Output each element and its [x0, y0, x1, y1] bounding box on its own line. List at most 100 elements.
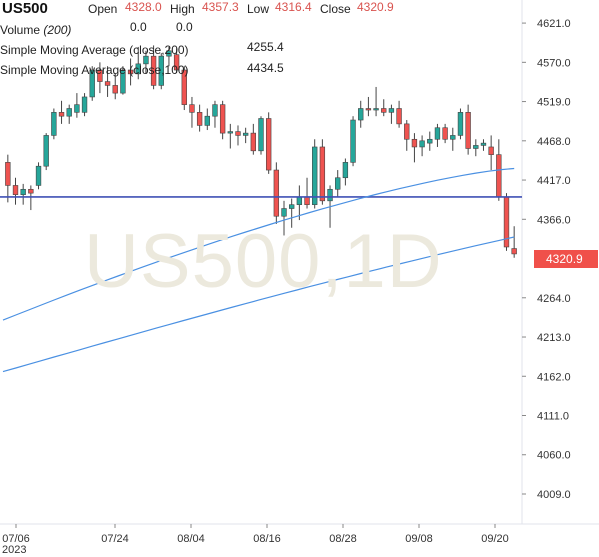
candle-body: [304, 196, 310, 205]
high-value: 4357.3: [202, 0, 239, 14]
x-tick-label: 09/08: [405, 533, 433, 545]
candle-body: [58, 112, 65, 117]
low-value: 4316.4: [275, 0, 312, 14]
volume-value-1: 0.0: [130, 20, 147, 34]
candle-body: [281, 208, 287, 217]
candle-body: [450, 135, 456, 140]
y-tick-label: 4519.0: [537, 97, 571, 109]
x-year-label: 2023: [2, 544, 26, 556]
candle-body: [342, 162, 349, 179]
candle-body: [335, 177, 341, 190]
candle-body: [235, 131, 241, 136]
candle-body: [327, 188, 333, 202]
candle-body: [488, 146, 494, 155]
x-tick-label: 08/04: [177, 533, 205, 545]
open-value: 4328.0: [125, 0, 162, 14]
candle-body: [104, 81, 111, 86]
close-value: 4320.9: [357, 0, 394, 14]
candle-body: [242, 132, 249, 136]
sma100-line: [2, 167, 515, 321]
candle-body: [43, 135, 49, 167]
symbol-title[interactable]: US500: [2, 0, 48, 17]
candle-body: [35, 165, 42, 186]
volume-period: (200): [43, 23, 72, 37]
candle-body: [511, 248, 517, 255]
sma100-value: 4434.5: [247, 61, 284, 75]
candle-body: [112, 85, 118, 94]
x-tick-label: 07/24: [101, 533, 129, 545]
candle-body: [434, 127, 441, 140]
candle-body: [427, 138, 433, 144]
close-label: Close: [320, 2, 351, 16]
candle-body: [358, 108, 364, 121]
candle-body: [5, 162, 11, 186]
candle-body: [289, 204, 295, 209]
candle-body: [120, 69, 126, 94]
candle-body: [173, 54, 180, 71]
y-tick-label: 4621.0: [537, 18, 571, 30]
y-tick-label: 4060.0: [537, 450, 571, 462]
candle-body: [442, 127, 448, 140]
sma100-indicator-label[interactable]: Simple Moving Average (close,100): [0, 63, 189, 77]
sma200-line: [2, 236, 515, 373]
candle-body: [181, 69, 187, 105]
x-tick-label: 08/16: [253, 533, 281, 545]
y-tick-label: 4264.0: [537, 293, 571, 305]
candle-body: [81, 96, 88, 113]
last-price-tag: 4320.9: [534, 250, 598, 268]
sma200-value: 4255.4: [247, 40, 284, 54]
volume-label: Volume: [0, 23, 41, 37]
y-tick-label: 4213.0: [537, 332, 571, 344]
candle-body: [51, 112, 57, 136]
candle-body: [20, 188, 26, 195]
candle-body: [212, 104, 218, 117]
candle-body: [28, 188, 34, 194]
candle-body: [404, 123, 410, 140]
y-tick-label: 4417.0: [537, 175, 571, 187]
candle-body: [219, 104, 226, 134]
candle-body: [189, 104, 195, 113]
high-label: High: [170, 2, 195, 16]
candle-body: [258, 118, 264, 152]
header-row: US500: [2, 0, 48, 17]
candle-body: [204, 115, 210, 126]
volume-value-2: 0.0: [176, 20, 193, 34]
candle-body: [196, 112, 203, 126]
candle-body: [250, 132, 257, 152]
candle-body: [350, 119, 356, 163]
candle-body: [273, 169, 280, 217]
y-tick-label: 4366.0: [537, 214, 571, 226]
candle-body: [419, 140, 425, 148]
y-tick-label: 4009.0: [537, 489, 571, 501]
candle-body: [473, 145, 479, 149]
candle-body: [89, 69, 95, 98]
candle-body: [97, 69, 103, 82]
candle-body: [12, 185, 19, 195]
candle-body: [457, 112, 464, 136]
sma200-indicator-label[interactable]: Simple Moving Average (close,200): [0, 43, 189, 57]
candle-body: [296, 196, 303, 205]
candle-body: [365, 108, 372, 111]
candle-body: [465, 112, 471, 149]
candle-body: [388, 108, 395, 113]
candle-body: [381, 108, 387, 113]
candle-body: [496, 154, 502, 198]
candle-body: [127, 69, 134, 75]
volume-indicator-label[interactable]: Volume (200): [0, 23, 71, 37]
low-label: Low: [247, 2, 270, 16]
y-tick-label: 4570.0: [537, 57, 571, 69]
candle-body: [143, 55, 149, 65]
candle-body: [150, 55, 157, 86]
y-tick-label: 4468.0: [537, 136, 571, 148]
candle-body: [166, 50, 172, 57]
symbol-watermark: US500,1D: [84, 219, 443, 304]
candle-body: [158, 55, 164, 86]
candle-body: [227, 131, 233, 134]
x-tick-label: 07/06: [2, 533, 30, 545]
x-tick-label: 08/28: [329, 533, 357, 545]
candle-body: [373, 108, 379, 111]
candle-body: [312, 146, 318, 205]
candle-body: [135, 63, 141, 75]
candle-body: [480, 142, 487, 146]
